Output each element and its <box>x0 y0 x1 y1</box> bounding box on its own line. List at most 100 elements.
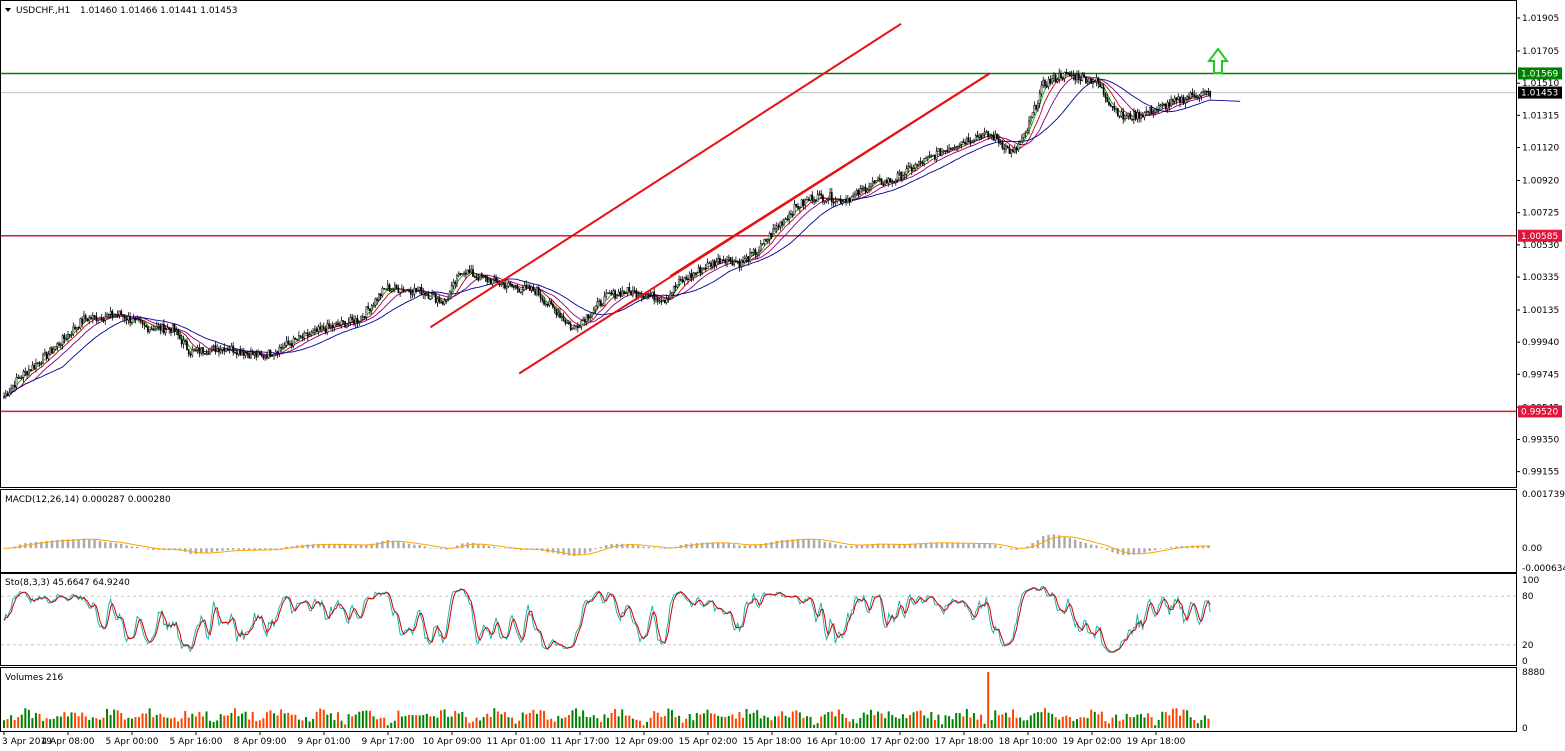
volume-bar <box>1175 708 1178 728</box>
volume-bar <box>823 714 826 728</box>
macd-bar <box>780 540 784 549</box>
candle-body <box>369 308 371 311</box>
candle-body <box>301 336 304 339</box>
volume-bar <box>660 716 663 728</box>
candle-body <box>395 284 398 289</box>
macd-bar <box>812 539 816 549</box>
candle-body <box>603 295 606 306</box>
volume-bar <box>926 718 929 728</box>
candle-body <box>600 300 602 306</box>
volume-bar <box>532 709 535 728</box>
macd-bar <box>72 539 75 549</box>
macd-bar <box>557 548 560 554</box>
volume-bar <box>27 709 30 728</box>
volume-bar <box>692 720 695 728</box>
candle-body <box>683 277 686 283</box>
candle-body <box>687 278 689 280</box>
volume-bar <box>670 709 673 728</box>
candle-body <box>221 347 224 351</box>
candle-body <box>139 319 142 322</box>
volume-bar <box>187 717 190 728</box>
candle-body <box>33 364 36 369</box>
candle-body <box>1202 91 1204 94</box>
time-tick-label: 5 Apr 00:00 <box>106 737 159 747</box>
macd-bar <box>700 542 704 549</box>
candle-body <box>1099 83 1101 88</box>
channel-lines[interactable] <box>429 22 991 375</box>
candle-body <box>409 291 412 295</box>
candle-body <box>781 221 783 226</box>
candle-body <box>544 303 547 306</box>
candle-body <box>282 347 284 349</box>
candle-body <box>358 321 361 324</box>
candle-body <box>404 290 407 292</box>
candle-body <box>1113 106 1116 110</box>
macd-bar <box>919 543 922 549</box>
volume-bar <box>1193 719 1196 728</box>
macd-bar <box>434 548 437 549</box>
macd-bar <box>892 544 896 549</box>
up-arrow-icon[interactable] <box>1207 47 1229 74</box>
candle-body <box>564 320 567 324</box>
volume-bar <box>937 714 940 728</box>
volume-bar <box>784 715 787 728</box>
candle-body <box>97 319 100 321</box>
volume-bar <box>251 711 254 728</box>
candle-body <box>1154 108 1157 113</box>
candle-body <box>163 323 165 334</box>
candle-body <box>937 148 940 152</box>
volume-bar <box>859 717 862 728</box>
candle-body <box>738 261 741 268</box>
horizontal-levels[interactable] <box>1 72 1516 413</box>
candle-body <box>925 157 927 160</box>
macd-bar <box>29 542 32 549</box>
candle-body <box>466 269 469 275</box>
candle-body <box>83 315 85 324</box>
dropdown-triangle-icon[interactable] <box>5 8 11 12</box>
candle-body <box>237 349 240 355</box>
volume-bar <box>127 717 130 728</box>
macd-bar <box>343 544 347 549</box>
volume-bar <box>1061 716 1064 728</box>
volume-bar <box>315 711 318 728</box>
volume-bar <box>1026 720 1029 728</box>
candle-body <box>290 343 293 347</box>
volume-bar <box>809 716 812 728</box>
candle-body <box>107 313 110 316</box>
candle-body <box>360 316 362 323</box>
macd-bar <box>1169 547 1173 549</box>
candle-body <box>1074 74 1077 81</box>
candle-body <box>635 290 638 298</box>
candle-body <box>465 272 467 275</box>
candle-body <box>495 277 497 282</box>
candle-body <box>56 343 59 347</box>
candle-body <box>280 347 282 349</box>
candle-body <box>1088 78 1091 82</box>
candle-body <box>241 352 243 356</box>
candle-body <box>848 198 851 203</box>
channel-trend-line[interactable] <box>669 72 991 278</box>
candle-body <box>377 293 380 301</box>
candle-body <box>397 287 400 293</box>
macd-bar <box>716 542 720 549</box>
candle-body <box>994 133 997 141</box>
volume-bar <box>1207 718 1210 728</box>
volume-bar <box>1171 708 1174 728</box>
candle-body <box>537 287 540 295</box>
volume-bar <box>1157 719 1160 728</box>
volume-bar <box>621 709 624 728</box>
volume-bar <box>575 708 578 728</box>
channel-trend-line[interactable] <box>429 22 902 329</box>
volume-bar <box>702 713 705 728</box>
volume-bar <box>77 716 80 728</box>
macd-bar <box>1153 548 1157 551</box>
candle-body <box>527 285 529 288</box>
candle-body <box>305 332 307 335</box>
macd-bar <box>722 542 725 549</box>
volume-bar <box>862 712 865 728</box>
candle-body <box>203 353 206 355</box>
volume-bar <box>322 709 325 728</box>
candle-body <box>1150 107 1153 114</box>
